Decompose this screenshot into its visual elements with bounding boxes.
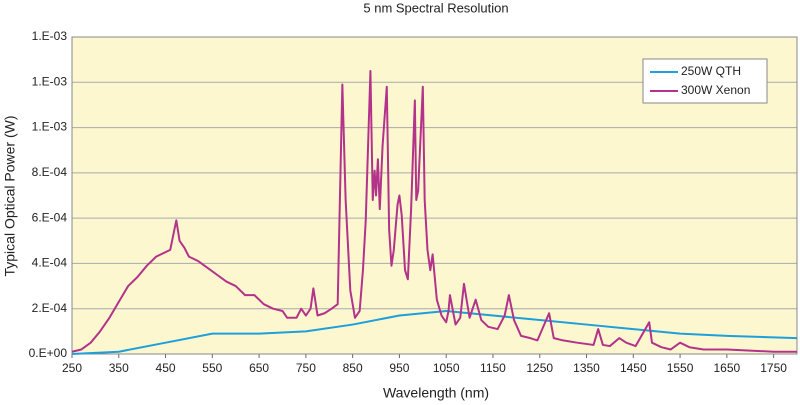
x-tick-label: 1350 [573, 361, 600, 375]
legend-box [642, 58, 768, 104]
y-tick-label: 8.E-04 [32, 165, 68, 179]
series-line [71, 69, 797, 353]
legend-label: 250W QTH [681, 64, 741, 78]
x-tick-label: 1650 [713, 361, 740, 375]
x-tick-label: 1450 [620, 361, 647, 375]
y-tick-label: 0.E+00 [29, 346, 68, 360]
x-tick-label: 250 [62, 361, 82, 375]
chart-title: 5 nm Spectral Resolution [363, 0, 508, 15]
x-tick-label: 1050 [433, 361, 460, 375]
legend-label: 300W Xenon [681, 83, 750, 97]
x-tick-label: 950 [389, 361, 409, 375]
x-tick-label: 650 [249, 361, 269, 375]
x-tick-label: 350 [109, 361, 129, 375]
x-tick-label: 1250 [526, 361, 553, 375]
y-tick-label: 2.E-04 [32, 301, 68, 315]
x-tick-label: 1150 [480, 361, 506, 375]
series-line [71, 309, 798, 355]
x-tick-label: 450 [156, 361, 176, 375]
x-tick-label: 550 [202, 361, 222, 375]
y-tick-label: 4.E-04 [32, 256, 68, 270]
y-tick-label: 1.E-03 [32, 74, 68, 88]
x-tick-label: 850 [343, 361, 363, 375]
y-axis-title: Typical Optical Power (W) [2, 115, 18, 276]
x-tick-label: 1550 [667, 361, 694, 375]
x-tick-label: 750 [296, 361, 316, 375]
y-tick-label: 6.E-04 [32, 210, 68, 224]
x-tick-label: 1750 [760, 361, 787, 375]
y-tick-label: 1.E-03 [32, 120, 68, 134]
x-axis-title: Wavelength (nm) [383, 385, 489, 401]
y-tick-label: 1.E-03 [32, 29, 68, 43]
plot-border [71, 36, 798, 355]
